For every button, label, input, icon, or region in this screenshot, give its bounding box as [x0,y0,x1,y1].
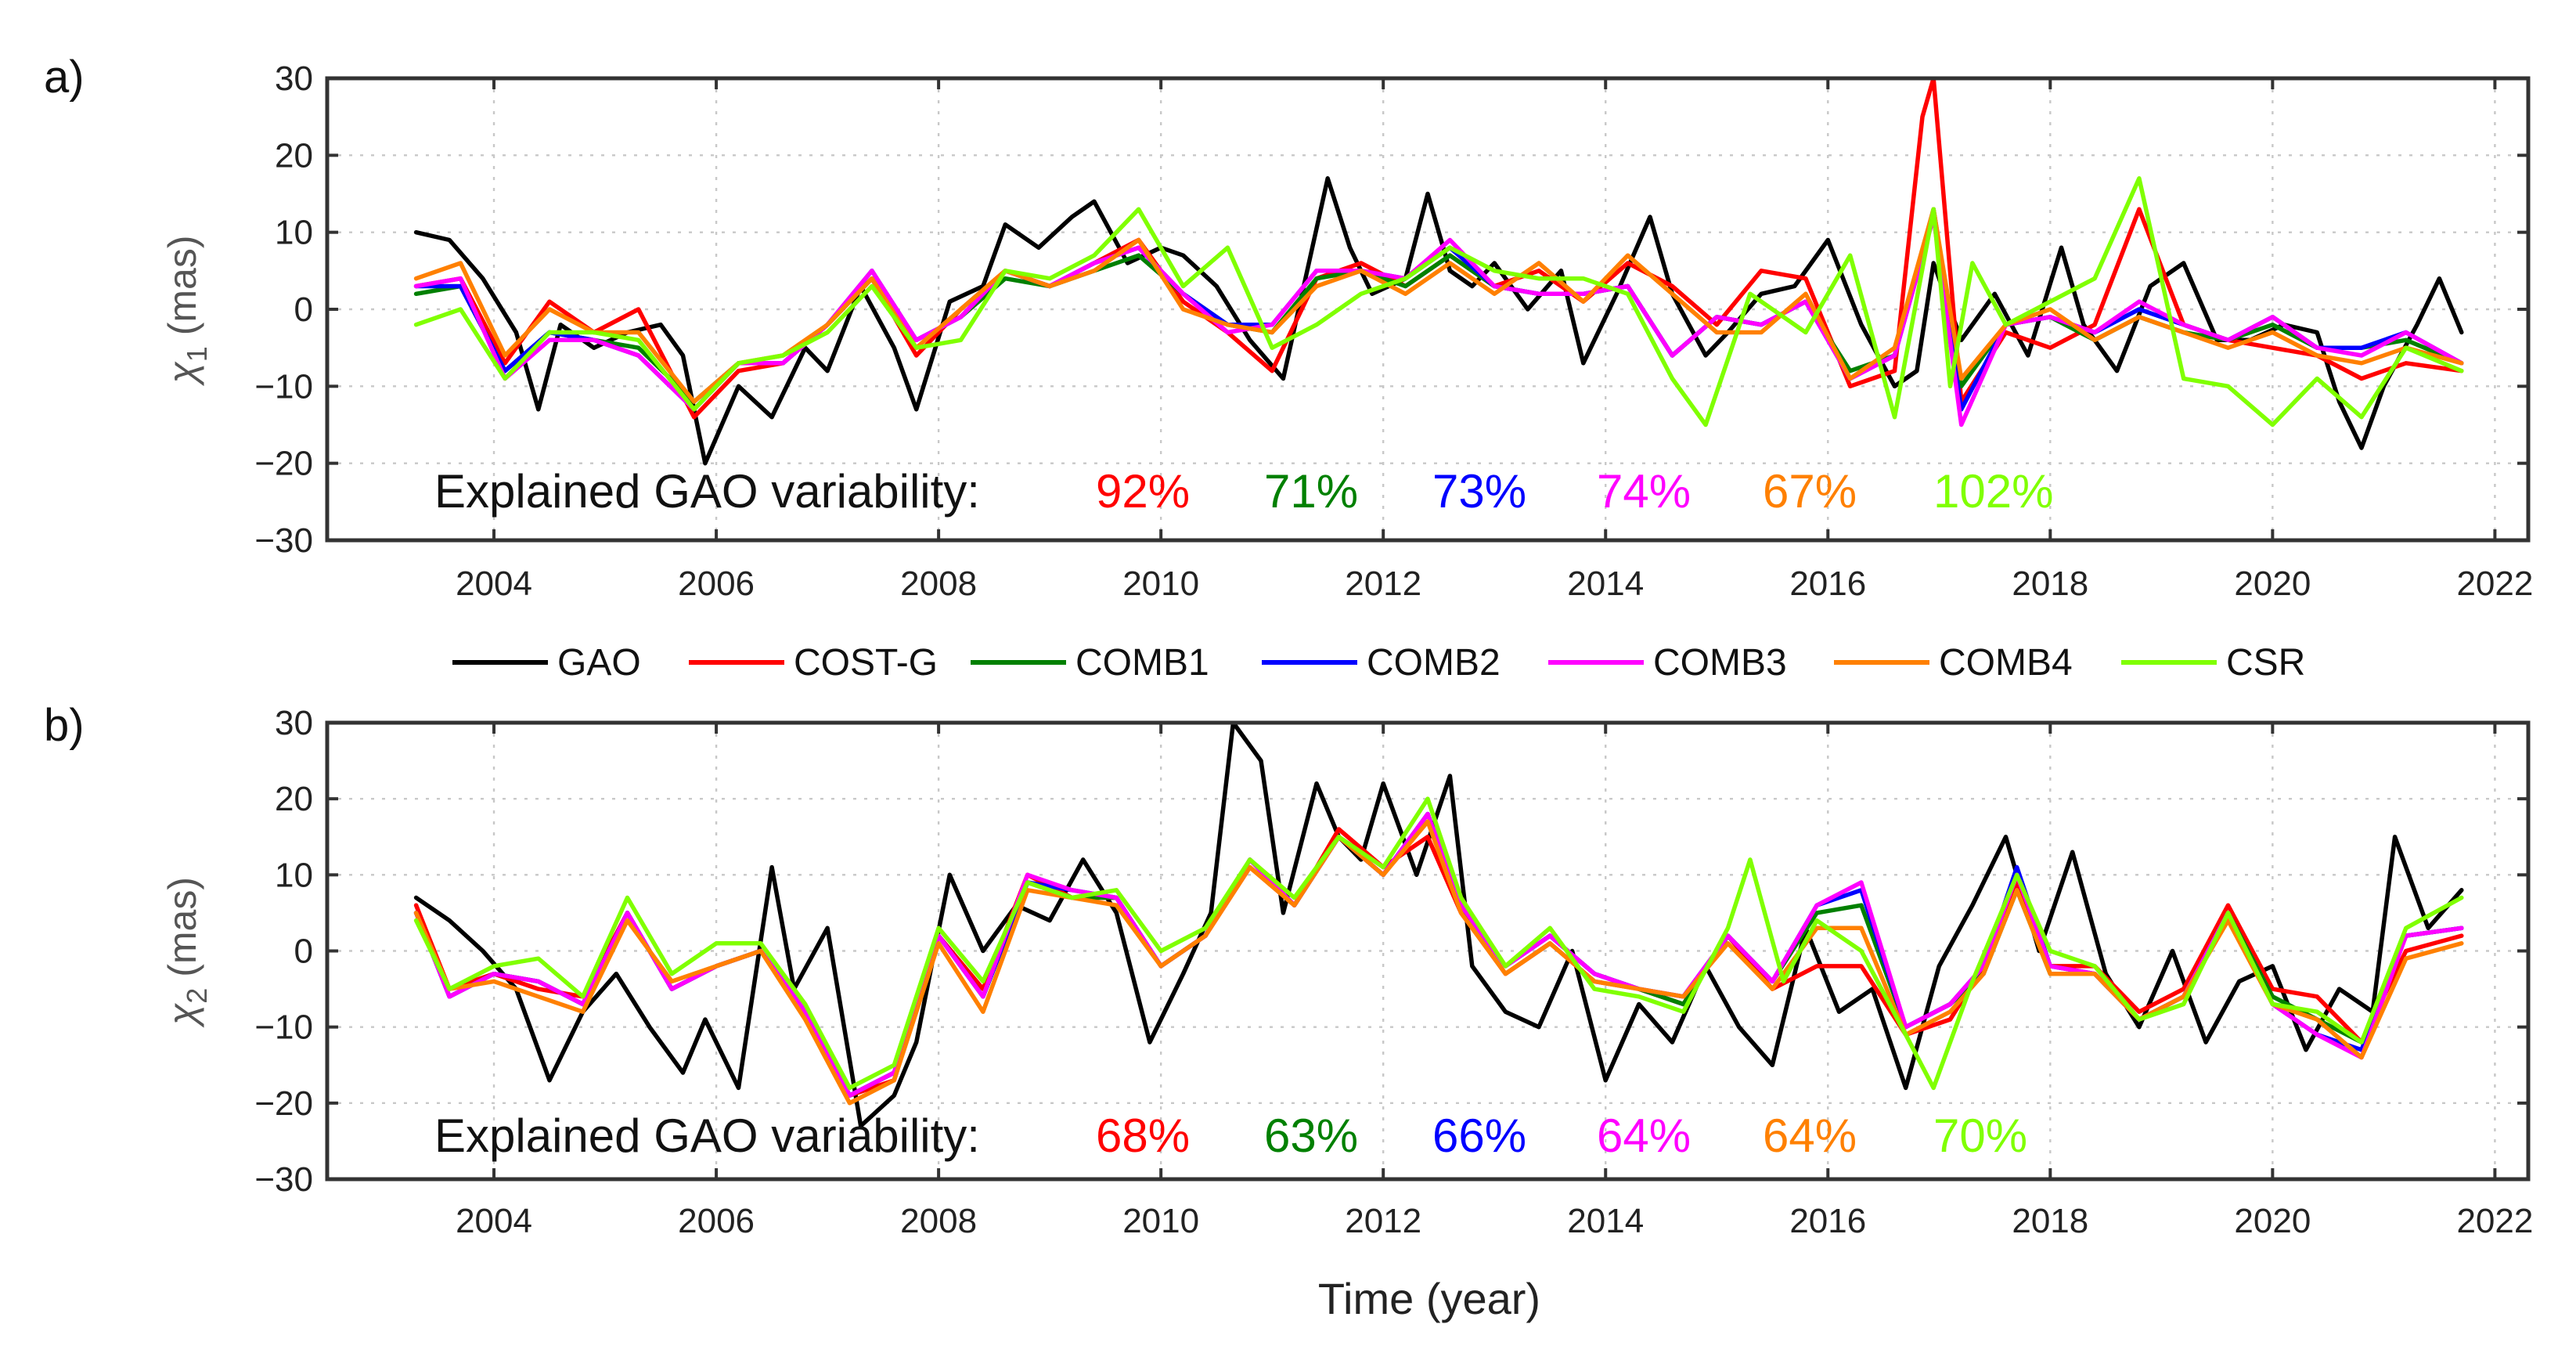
y-axis-label: χ2 (mas) [160,877,213,1028]
y-tick-label: 0 [294,290,313,329]
legend-label: COMB3 [1653,642,1787,684]
variability-label: Explained GAO variability: [434,465,980,518]
y-axis-subscript: 2 [181,988,213,1004]
panel-b: 2004 2006 2008 2010 2012 2014 2016 2018 2020 2022… [44,700,2533,1323]
series-group [413,78,2464,466]
legend-label: COMB4 [1939,642,2073,684]
y-axis-units: (mas) [160,236,204,347]
variability-value: 74% [1597,465,1691,518]
legend: GAO COST-G COMB1 COMB2 COMB3 COMB4 CSR [452,642,2305,684]
legend-label: COST-G [794,642,938,684]
x-tick-label: 2008 [900,565,977,603]
legend-item-gao: GAO [452,642,641,684]
series-group [413,723,2464,1128]
x-tick-label: 2016 [1789,565,1866,603]
variability-value: 70% [1933,1109,2027,1162]
variability-value: 71% [1264,465,1358,518]
y-tick-label: 20 [275,136,313,175]
panel-a: 2004 2006 2008 2010 2012 2014 2016 2018 2020 2022… [44,52,2533,603]
series-line-csr [413,796,2464,1091]
y-tick-label: 10 [275,214,313,252]
y-tick-label: −20 [254,1084,313,1123]
x-tick-label: 2022 [2456,565,2533,603]
x-tick-label: 2020 [2234,565,2311,603]
variability-value: 68% [1096,1109,1190,1162]
x-tick-label: 2014 [1567,565,1644,603]
x-tick-label: 2008 [900,1202,977,1240]
y-tick-label: 30 [275,704,313,742]
x-tick-label: 2010 [1122,1202,1199,1240]
x-tick-label: 2006 [678,1202,755,1240]
legend-item-cost-g: COST-G [689,642,938,684]
y-axis-symbol: χ [160,361,204,386]
variability-value: 64% [1597,1109,1691,1162]
variability-label: Explained GAO variability: [434,1109,980,1162]
variability-value: 67% [1763,465,1857,518]
x-tick-label: 2022 [2456,1202,2533,1240]
legend-label: COMB1 [1075,642,1209,684]
y-tick-label: 30 [275,60,313,98]
plot-frame [325,720,2531,1182]
x-tick-label: 2004 [456,565,532,603]
x-tick-label: 2004 [456,1202,532,1240]
y-axis-units: (mas) [160,877,204,988]
plot-frame [325,76,2531,543]
series-line-gao [413,723,2464,1128]
y-axis-symbol: χ [160,1003,204,1028]
legend-item-comb2: COMB2 [1262,642,1501,684]
x-tick-label: 2012 [1345,1202,1421,1240]
x-tick-label: 2010 [1122,565,1199,603]
x-tick-label: 2018 [2012,1202,2088,1240]
series-line-comb3 [413,215,2464,428]
legend-label: GAO [557,642,641,684]
y-axis-subscript: 1 [181,346,213,362]
x-tick-label: 2014 [1567,1202,1644,1240]
legend-label: COMB2 [1367,642,1501,684]
y-tick-label: −20 [254,445,313,483]
variability-value: 64% [1763,1109,1857,1162]
y-tick-label: 10 [275,856,313,894]
variability-value: 102% [1933,465,2053,518]
variability-value: 73% [1432,465,1526,518]
variability-value: 66% [1432,1109,1526,1162]
y-tick-label: 0 [294,933,313,971]
series-line-csr [413,176,2464,428]
panel-label: a) [44,52,85,103]
y-tick-label: −10 [254,367,313,406]
x-axis-label: Time (year) [1318,1274,1540,1323]
y-axis-label: χ1 (mas) [160,236,213,387]
y-tick-label: 20 [275,780,313,818]
series-line-gao [413,176,2464,466]
legend-label: CSR [2226,642,2305,684]
y-tick-label: −30 [254,1160,313,1199]
variability-value: 63% [1264,1109,1358,1162]
x-tick-label: 2012 [1345,565,1421,603]
legend-item-comb4: COMB4 [1834,642,2073,684]
x-tick-label: 2018 [2012,565,2088,603]
y-tick-label: −10 [254,1008,313,1047]
panel-label: b) [44,700,85,751]
x-tick-label: 2016 [1789,1202,1866,1240]
grid [327,78,2528,540]
series-line-comb4 [413,819,2464,1106]
legend-item-comb3: COMB3 [1548,642,1787,684]
x-tick-label: 2006 [678,565,755,603]
x-tick-label: 2020 [2234,1202,2311,1240]
legend-item-csr: CSR [2121,642,2305,684]
variability-value: 92% [1096,465,1190,518]
legend-item-comb1: COMB1 [971,642,1209,684]
y-tick-label: −30 [254,521,313,560]
